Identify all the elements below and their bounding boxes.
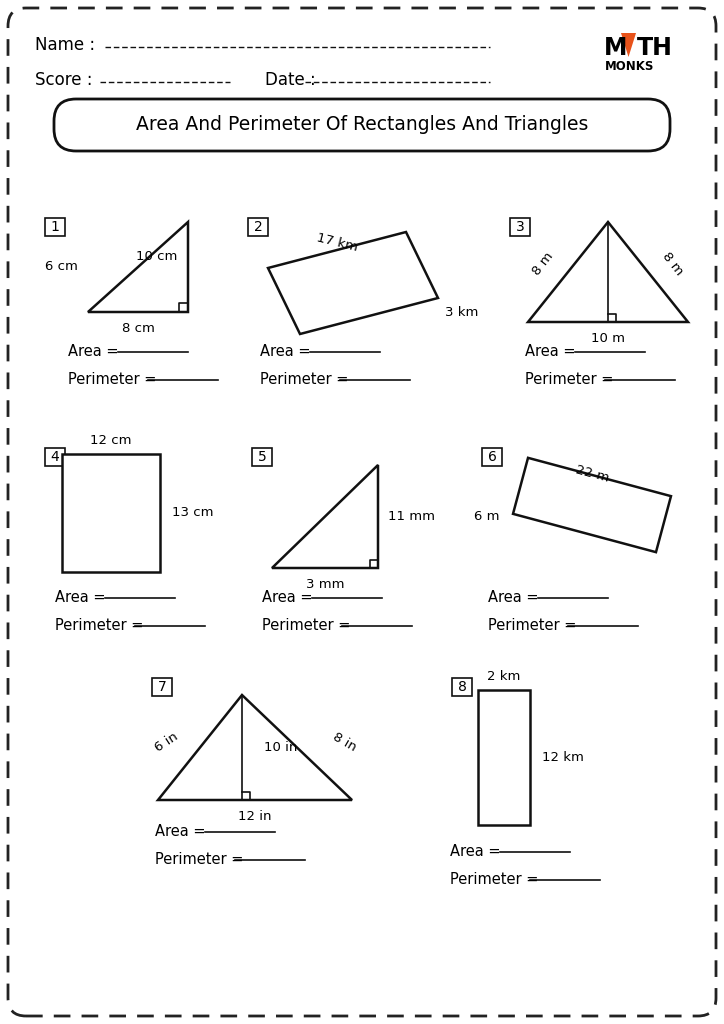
Text: 2 km: 2 km bbox=[487, 670, 521, 683]
FancyBboxPatch shape bbox=[54, 99, 670, 151]
Text: 6 cm: 6 cm bbox=[45, 260, 78, 273]
Text: Area =: Area = bbox=[68, 344, 119, 359]
Text: 10 m: 10 m bbox=[591, 332, 625, 344]
Text: 12 cm: 12 cm bbox=[90, 433, 132, 446]
Text: 6: 6 bbox=[487, 450, 497, 464]
Text: 17 km: 17 km bbox=[315, 231, 359, 254]
Text: Perimeter =: Perimeter = bbox=[262, 618, 350, 634]
Text: 7: 7 bbox=[158, 680, 167, 694]
Bar bbox=[45, 449, 65, 466]
Text: Perimeter =: Perimeter = bbox=[155, 853, 243, 867]
Text: 12 km: 12 km bbox=[542, 751, 584, 764]
Bar bbox=[482, 449, 502, 466]
Text: 10 cm: 10 cm bbox=[136, 251, 177, 263]
Bar bbox=[252, 449, 272, 466]
Text: Area =: Area = bbox=[525, 344, 576, 359]
Polygon shape bbox=[621, 33, 636, 57]
Text: Area =: Area = bbox=[55, 591, 106, 605]
Bar bbox=[152, 678, 172, 696]
Text: TH: TH bbox=[637, 36, 673, 60]
Text: 5: 5 bbox=[258, 450, 266, 464]
Bar bbox=[45, 218, 65, 236]
Text: 6 in: 6 in bbox=[152, 730, 180, 755]
Text: M: M bbox=[604, 36, 628, 60]
Text: 22 m: 22 m bbox=[574, 463, 610, 484]
Text: Perimeter =: Perimeter = bbox=[260, 373, 348, 387]
Text: Perimeter =: Perimeter = bbox=[55, 618, 143, 634]
Text: 1: 1 bbox=[51, 220, 59, 234]
Text: 11 mm: 11 mm bbox=[388, 510, 435, 523]
Text: Area =: Area = bbox=[260, 344, 311, 359]
Text: 8 m: 8 m bbox=[660, 250, 686, 279]
Text: Area =: Area = bbox=[488, 591, 539, 605]
Text: 8 m: 8 m bbox=[530, 250, 556, 279]
Text: 10 in: 10 in bbox=[264, 741, 298, 754]
Text: 3 km: 3 km bbox=[445, 305, 479, 318]
Text: Area And Perimeter Of Rectangles And Triangles: Area And Perimeter Of Rectangles And Tri… bbox=[136, 116, 588, 134]
Bar bbox=[62, 454, 160, 572]
Bar bbox=[478, 690, 530, 825]
Bar bbox=[510, 218, 530, 236]
Text: 4: 4 bbox=[51, 450, 59, 464]
Text: MONKS: MONKS bbox=[605, 60, 654, 74]
Text: 6 m: 6 m bbox=[474, 511, 500, 523]
Text: 8 cm: 8 cm bbox=[122, 322, 154, 335]
Bar bbox=[248, 218, 268, 236]
Text: Perimeter =: Perimeter = bbox=[488, 618, 576, 634]
Text: 13 cm: 13 cm bbox=[172, 507, 214, 519]
Text: Score :: Score : bbox=[35, 71, 93, 89]
Text: Perimeter =: Perimeter = bbox=[525, 373, 613, 387]
Text: 3: 3 bbox=[515, 220, 524, 234]
Text: Date :: Date : bbox=[265, 71, 316, 89]
Text: 8 in: 8 in bbox=[330, 731, 358, 755]
Bar bbox=[452, 678, 472, 696]
Text: 12 in: 12 in bbox=[238, 810, 272, 822]
Text: Area =: Area = bbox=[262, 591, 313, 605]
Text: Area =: Area = bbox=[155, 824, 206, 840]
Text: Perimeter =: Perimeter = bbox=[68, 373, 156, 387]
Text: 2: 2 bbox=[253, 220, 262, 234]
Text: 3 mm: 3 mm bbox=[306, 578, 344, 591]
Text: Area =: Area = bbox=[450, 845, 500, 859]
Text: Name :: Name : bbox=[35, 36, 95, 54]
Text: 8: 8 bbox=[458, 680, 466, 694]
Text: Perimeter =: Perimeter = bbox=[450, 872, 539, 888]
